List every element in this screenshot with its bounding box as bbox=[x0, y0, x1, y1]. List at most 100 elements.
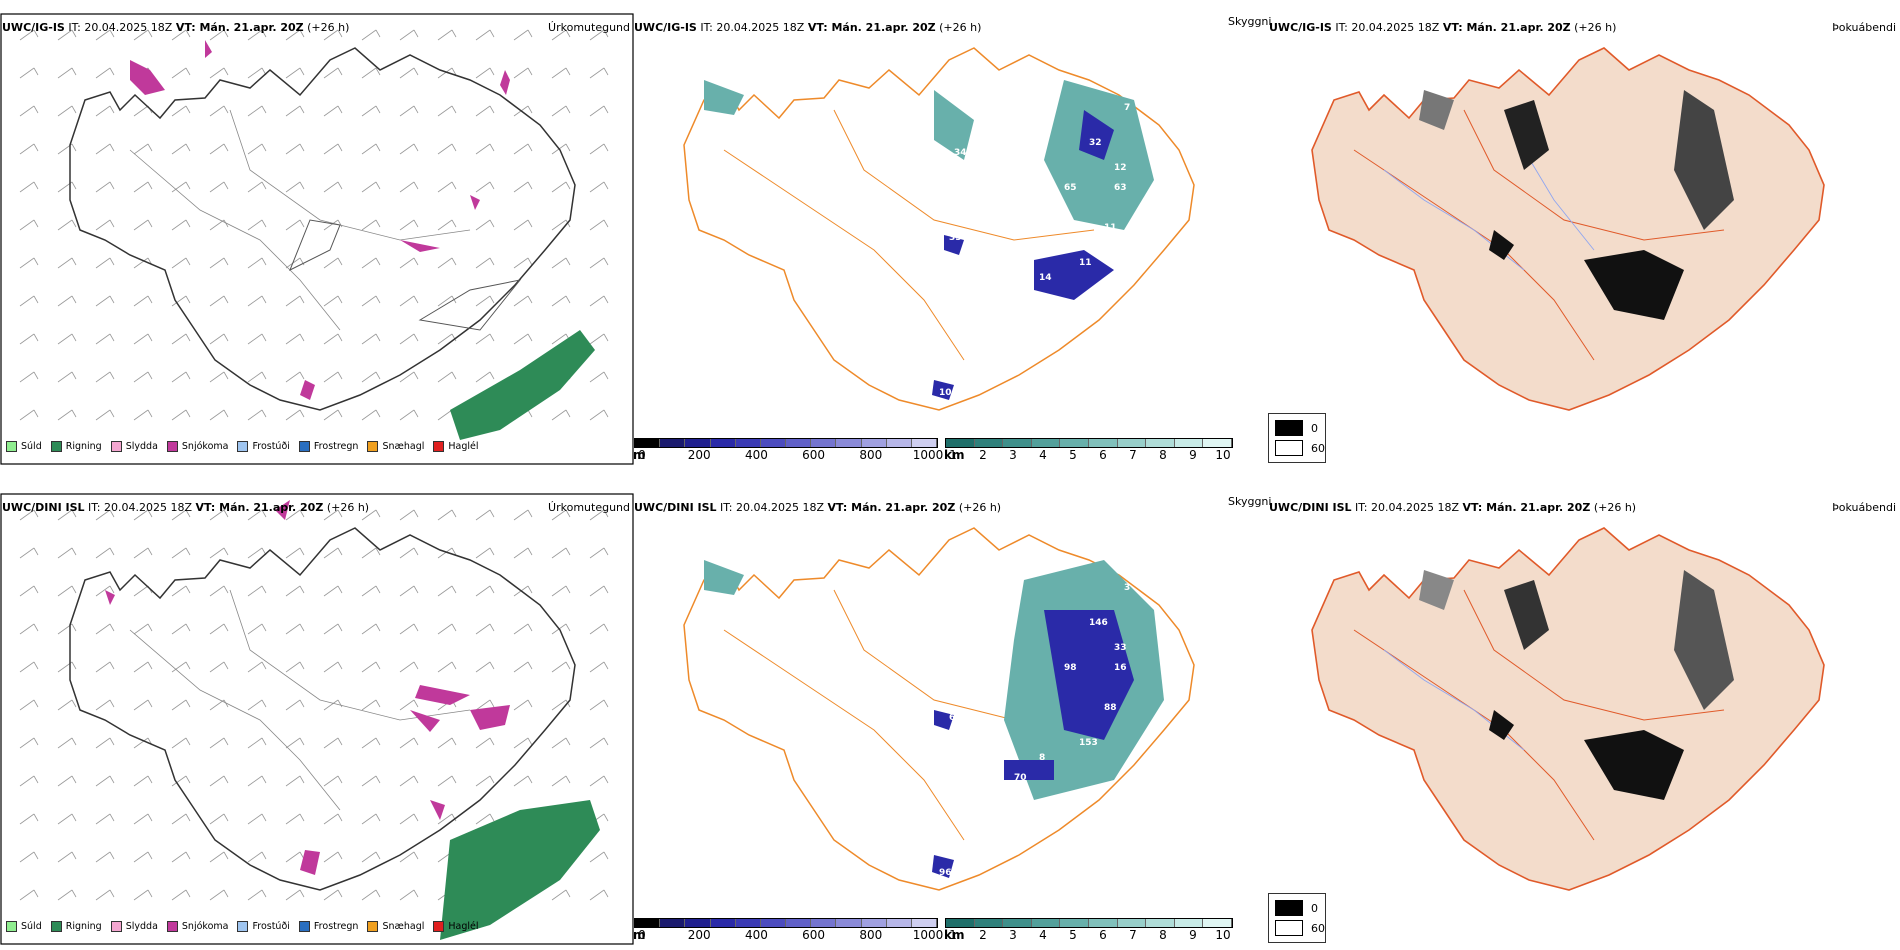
wind-barb-flag bbox=[33, 585, 39, 594]
cloud-top-number: 32 bbox=[1089, 138, 1102, 148]
wind-barb-flag bbox=[223, 257, 229, 266]
wind-barb bbox=[57, 851, 73, 863]
wind-barb bbox=[95, 295, 111, 307]
wind-barb bbox=[19, 371, 35, 383]
legend-item: Frostregn bbox=[298, 441, 358, 452]
wind-barb-flag bbox=[451, 143, 457, 152]
wind-barb-flag bbox=[33, 661, 39, 670]
wind-barb-flag bbox=[337, 851, 343, 860]
wind-barb-flag bbox=[413, 813, 419, 822]
wind-barb bbox=[247, 181, 263, 193]
wind-barb bbox=[589, 257, 605, 269]
wind-barb bbox=[361, 219, 377, 231]
wind-barb bbox=[399, 661, 415, 673]
wind-barb bbox=[437, 333, 453, 345]
colorbar-cell bbox=[1146, 919, 1175, 927]
wind-barb-flag bbox=[413, 143, 419, 152]
wind-barb-flag bbox=[527, 333, 533, 342]
wind-barb bbox=[551, 509, 567, 521]
wind-barb bbox=[171, 181, 187, 193]
wind-barb bbox=[19, 813, 35, 825]
wind-barb bbox=[95, 547, 111, 559]
wind-barb bbox=[361, 737, 377, 749]
wind-barb-flag bbox=[147, 813, 153, 822]
wind-barb bbox=[19, 67, 35, 79]
wind-barb-flag bbox=[147, 889, 153, 898]
model-name: UWC/DINI ISL bbox=[634, 501, 717, 514]
wind-barb-flag bbox=[109, 295, 115, 304]
wind-barb-flag bbox=[413, 333, 419, 342]
legend-swatch bbox=[6, 441, 17, 452]
legend-swatch bbox=[6, 921, 17, 932]
wind-barb-flag bbox=[451, 737, 457, 746]
wind-barb bbox=[475, 661, 491, 673]
colorbar-tick: 800 bbox=[859, 928, 883, 942]
wind-barb-flag bbox=[223, 29, 229, 38]
wind-barb bbox=[19, 585, 35, 597]
wind-barb-flag bbox=[261, 775, 267, 784]
wind-barb-flag bbox=[71, 29, 77, 38]
wind-barb-flag bbox=[565, 775, 571, 784]
wind-barb-flag bbox=[451, 547, 457, 556]
wind-barb bbox=[171, 333, 187, 345]
wind-barb-flag bbox=[565, 889, 571, 898]
wind-barb-flag bbox=[451, 623, 457, 632]
wind-barb-flag bbox=[451, 29, 457, 38]
wind-barb-flag bbox=[223, 775, 229, 784]
wind-barb-flag bbox=[489, 29, 495, 38]
colorbar-tick: 2 bbox=[979, 448, 987, 462]
wind-barb-flag bbox=[147, 699, 153, 708]
legend-label: Haglél bbox=[448, 441, 479, 452]
wind-barb-flag bbox=[109, 105, 115, 114]
wind-barb-flag bbox=[489, 699, 495, 708]
wind-barb-flag bbox=[565, 585, 571, 594]
cloud-top-number: 158 bbox=[989, 813, 1008, 823]
wind-barb bbox=[323, 623, 339, 635]
colorbar-cell bbox=[911, 439, 938, 447]
cloud-top-number: 34 bbox=[954, 148, 967, 158]
wind-barb-flag bbox=[375, 547, 381, 556]
wind-barb bbox=[247, 585, 263, 597]
colorbar-cell bbox=[886, 439, 912, 447]
colorbar-cell bbox=[710, 919, 736, 927]
wind-barb bbox=[399, 623, 415, 635]
wind-barb bbox=[551, 547, 567, 559]
wind-barb bbox=[209, 661, 225, 673]
legend-item: Snæhagl bbox=[367, 441, 424, 452]
wind-barb-flag bbox=[71, 219, 77, 228]
wind-barb bbox=[209, 547, 225, 559]
colorbar-cell bbox=[635, 919, 661, 927]
legend-swatch bbox=[367, 441, 379, 452]
wind-barb-flag bbox=[527, 219, 533, 228]
wind-barb-flag bbox=[337, 699, 343, 708]
wind-barb bbox=[437, 219, 453, 231]
wind-barb bbox=[399, 509, 415, 521]
wind-barb bbox=[399, 257, 415, 269]
colorbar-unit: km bbox=[944, 448, 965, 462]
wind-barb-flag bbox=[603, 29, 609, 38]
colorbar-tick: 0 bbox=[638, 928, 646, 942]
wind-barb bbox=[551, 661, 567, 673]
wind-barb bbox=[19, 29, 35, 41]
fog-legend-row: 0 bbox=[1275, 420, 1318, 436]
wind-barb-flag bbox=[109, 409, 115, 418]
wind-barb-flag bbox=[413, 67, 419, 76]
wind-barb bbox=[19, 257, 35, 269]
colorbar-tick: 0 bbox=[638, 448, 646, 462]
wind-barb-flag bbox=[71, 661, 77, 670]
wind-barb bbox=[171, 295, 187, 307]
wind-barb bbox=[361, 67, 377, 79]
wind-barb-flag bbox=[527, 509, 533, 518]
wind-barb-flag bbox=[299, 813, 305, 822]
colorbar-cell bbox=[811, 439, 837, 447]
wind-barb-flag bbox=[565, 257, 571, 266]
wind-barb-flag bbox=[565, 143, 571, 152]
wind-barb-flag bbox=[489, 219, 495, 228]
wind-barb bbox=[551, 585, 567, 597]
wind-barb-flag bbox=[299, 105, 305, 114]
wind-barb-flag bbox=[71, 333, 77, 342]
wind-barb-flag bbox=[337, 105, 343, 114]
wind-barb-flag bbox=[71, 67, 77, 76]
wind-barb-flag bbox=[261, 661, 267, 670]
colorbar-cell bbox=[660, 439, 686, 447]
